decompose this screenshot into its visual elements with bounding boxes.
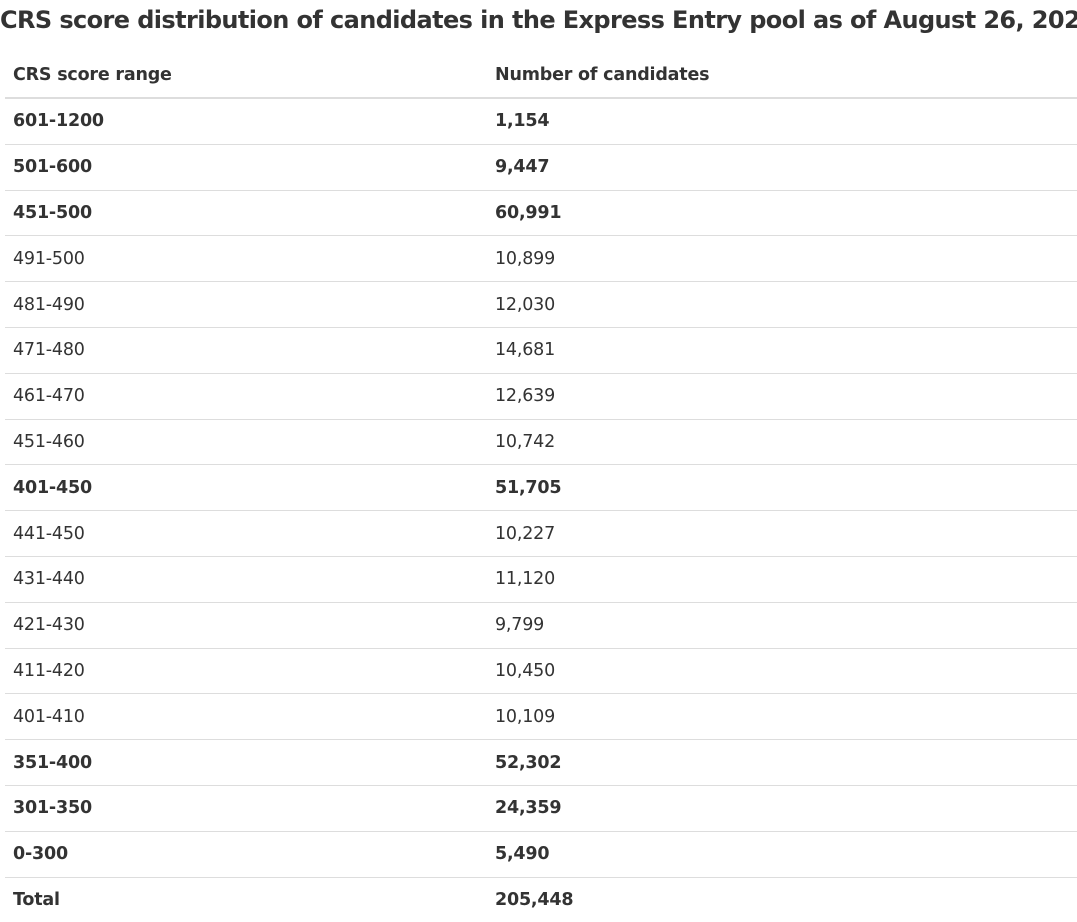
score-range-cell: 501-600	[5, 144, 487, 191]
score-range-cell: 431-440	[5, 556, 487, 603]
table-header-row: CRS score range Number of candidates	[5, 53, 1077, 99]
table-row: 351-400 52,302	[5, 739, 1077, 786]
score-range-cell: 421-430	[5, 602, 487, 649]
candidate-count-cell: 9,799	[487, 602, 1077, 649]
score-range-cell: 451-460	[5, 419, 487, 466]
score-range-cell: 441-450	[5, 510, 487, 557]
candidate-count-cell: 12,030	[487, 281, 1077, 328]
table-row: 401-450 51,705	[5, 464, 1077, 512]
table-row: 0-300 5,490	[5, 831, 1077, 878]
score-range-cell: 0-300	[5, 831, 487, 878]
candidate-count-cell: 10,450	[487, 648, 1077, 695]
candidate-count-cell: 10,899	[487, 235, 1077, 283]
table-row: 601-1200 1,154	[5, 98, 1077, 145]
candidate-count-cell: 24,359	[487, 785, 1077, 832]
candidate-count-cell: 14,681	[487, 327, 1077, 374]
table-row: 461-470 12,639	[5, 373, 1077, 420]
candidate-count-cell: 1,154	[487, 98, 1077, 145]
table-row: 471-480 14,681	[5, 327, 1077, 374]
score-range-cell: 301-350	[5, 785, 487, 832]
score-range-cell: 401-450	[5, 464, 487, 512]
score-range-cell: 351-400	[5, 739, 487, 786]
candidate-count-cell: 60,991	[487, 190, 1077, 237]
table-total-row: Total 205,448	[5, 877, 1077, 922]
candidate-count-cell: 11,120	[487, 556, 1077, 603]
table-row: 301-350 24,359	[5, 785, 1077, 832]
score-range-cell: 491-500	[5, 235, 487, 283]
candidate-count-cell: 10,227	[487, 510, 1077, 557]
candidate-count-cell: 10,742	[487, 419, 1077, 466]
table-row: 451-500 60,991	[5, 190, 1077, 237]
score-range-cell: 451-500	[5, 190, 487, 237]
table-row: 421-430 9,799	[5, 602, 1077, 649]
table-row: 431-440 11,120	[5, 556, 1077, 603]
table-row: 441-450 10,227	[5, 510, 1077, 557]
candidate-count-cell: 51,705	[487, 464, 1077, 512]
candidate-count-cell: 52,302	[487, 739, 1077, 786]
table-row: 411-420 10,450	[5, 648, 1077, 695]
column-header-crs-score-range: CRS score range	[5, 53, 487, 99]
score-range-cell: 461-470	[5, 373, 487, 420]
score-range-cell: 401-410	[5, 693, 487, 741]
crs-distribution-table: CRS score range Number of candidates 601…	[5, 53, 1077, 922]
candidate-count-cell: 10,109	[487, 693, 1077, 741]
candidate-count-cell: 12,639	[487, 373, 1077, 420]
total-label-cell: Total	[13, 889, 60, 910]
total-count-cell: 205,448	[495, 889, 574, 910]
table-row: 501-600 9,447	[5, 144, 1077, 191]
candidate-count-cell: 5,490	[487, 831, 1077, 878]
table-row: 481-490 12,030	[5, 281, 1077, 328]
score-range-cell: 481-490	[5, 281, 487, 328]
score-range-cell: 411-420	[5, 648, 487, 695]
candidate-count-cell: 9,447	[487, 144, 1077, 191]
score-range-cell: 601-1200	[5, 98, 487, 145]
table-row: 451-460 10,742	[5, 419, 1077, 466]
table-row: 491-500 10,899	[5, 235, 1077, 283]
score-range-cell: 471-480	[5, 327, 487, 374]
table-caption: CRS score distribution of candidates in …	[0, 6, 1077, 34]
table-row: 401-410 10,109	[5, 693, 1077, 741]
column-header-number-of-candidates: Number of candidates	[487, 53, 1077, 99]
